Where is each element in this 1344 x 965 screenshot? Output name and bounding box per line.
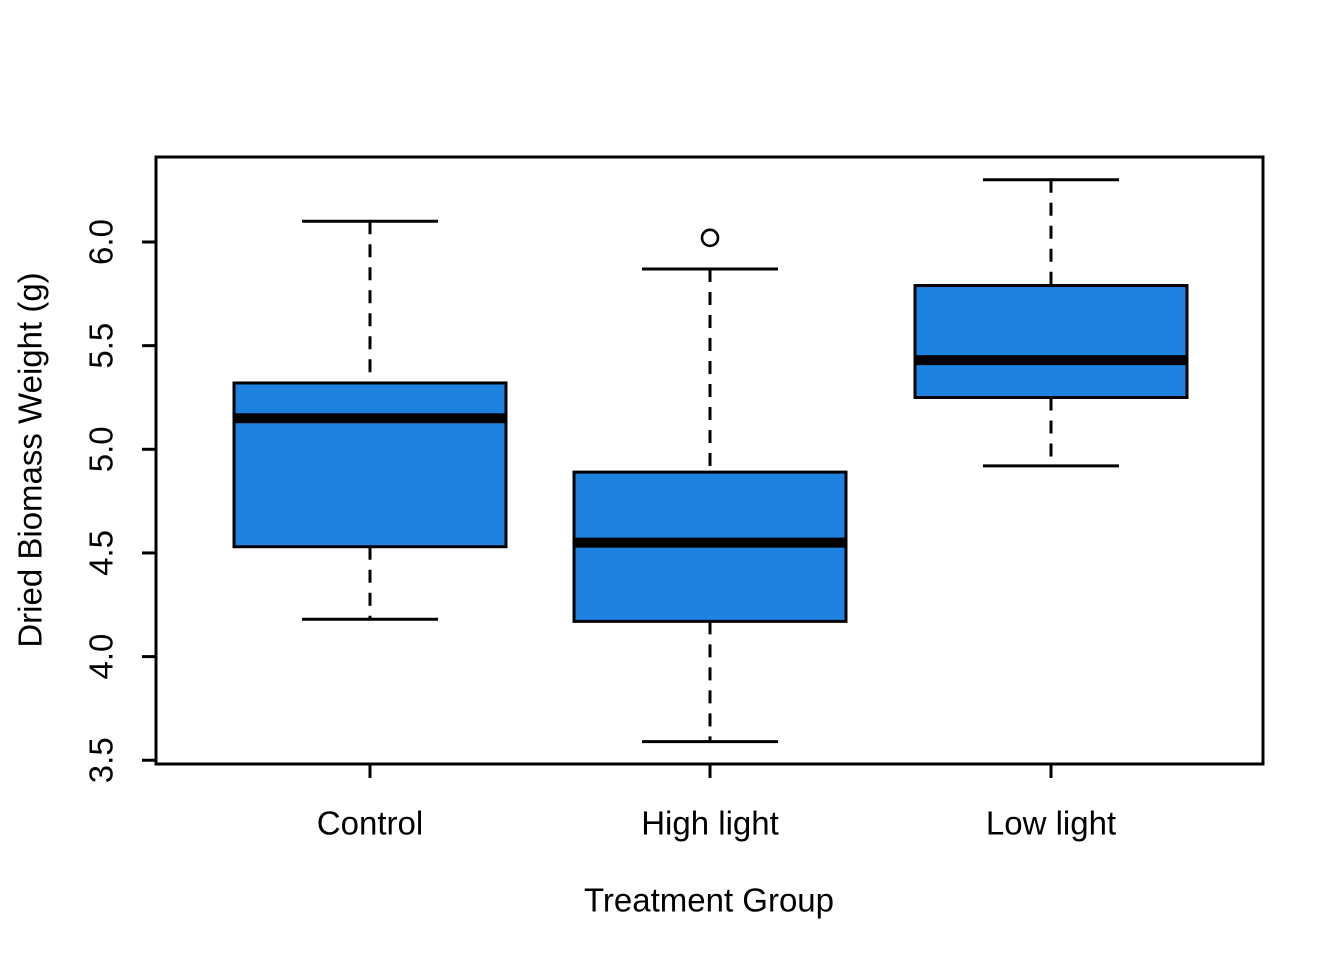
x-tick-label-low-light: Low light [986,805,1116,842]
boxplot-group-low-light [913,178,1189,468]
y-tick-label: 3.5 [83,737,120,783]
y-axis-title: Dried Biomass Weight (g) [12,272,49,647]
outlier-point [700,228,720,248]
y-tick-label: 4.5 [83,530,120,576]
boxplot-group-high-light [572,228,848,744]
iqr-box [913,284,1189,399]
x-axis-title: Treatment Group [584,882,834,919]
x-tick-label-control: Control [317,805,423,842]
y-tick-label: 5.0 [83,426,120,472]
y-tick-label: 4.0 [83,634,120,680]
boxplot-group-control [232,219,508,621]
x-tick-label-high-light: High light [641,805,779,842]
y-tick-label: 5.5 [83,323,120,369]
y-tick-label: 6.0 [83,219,120,265]
iqr-box [232,381,508,549]
